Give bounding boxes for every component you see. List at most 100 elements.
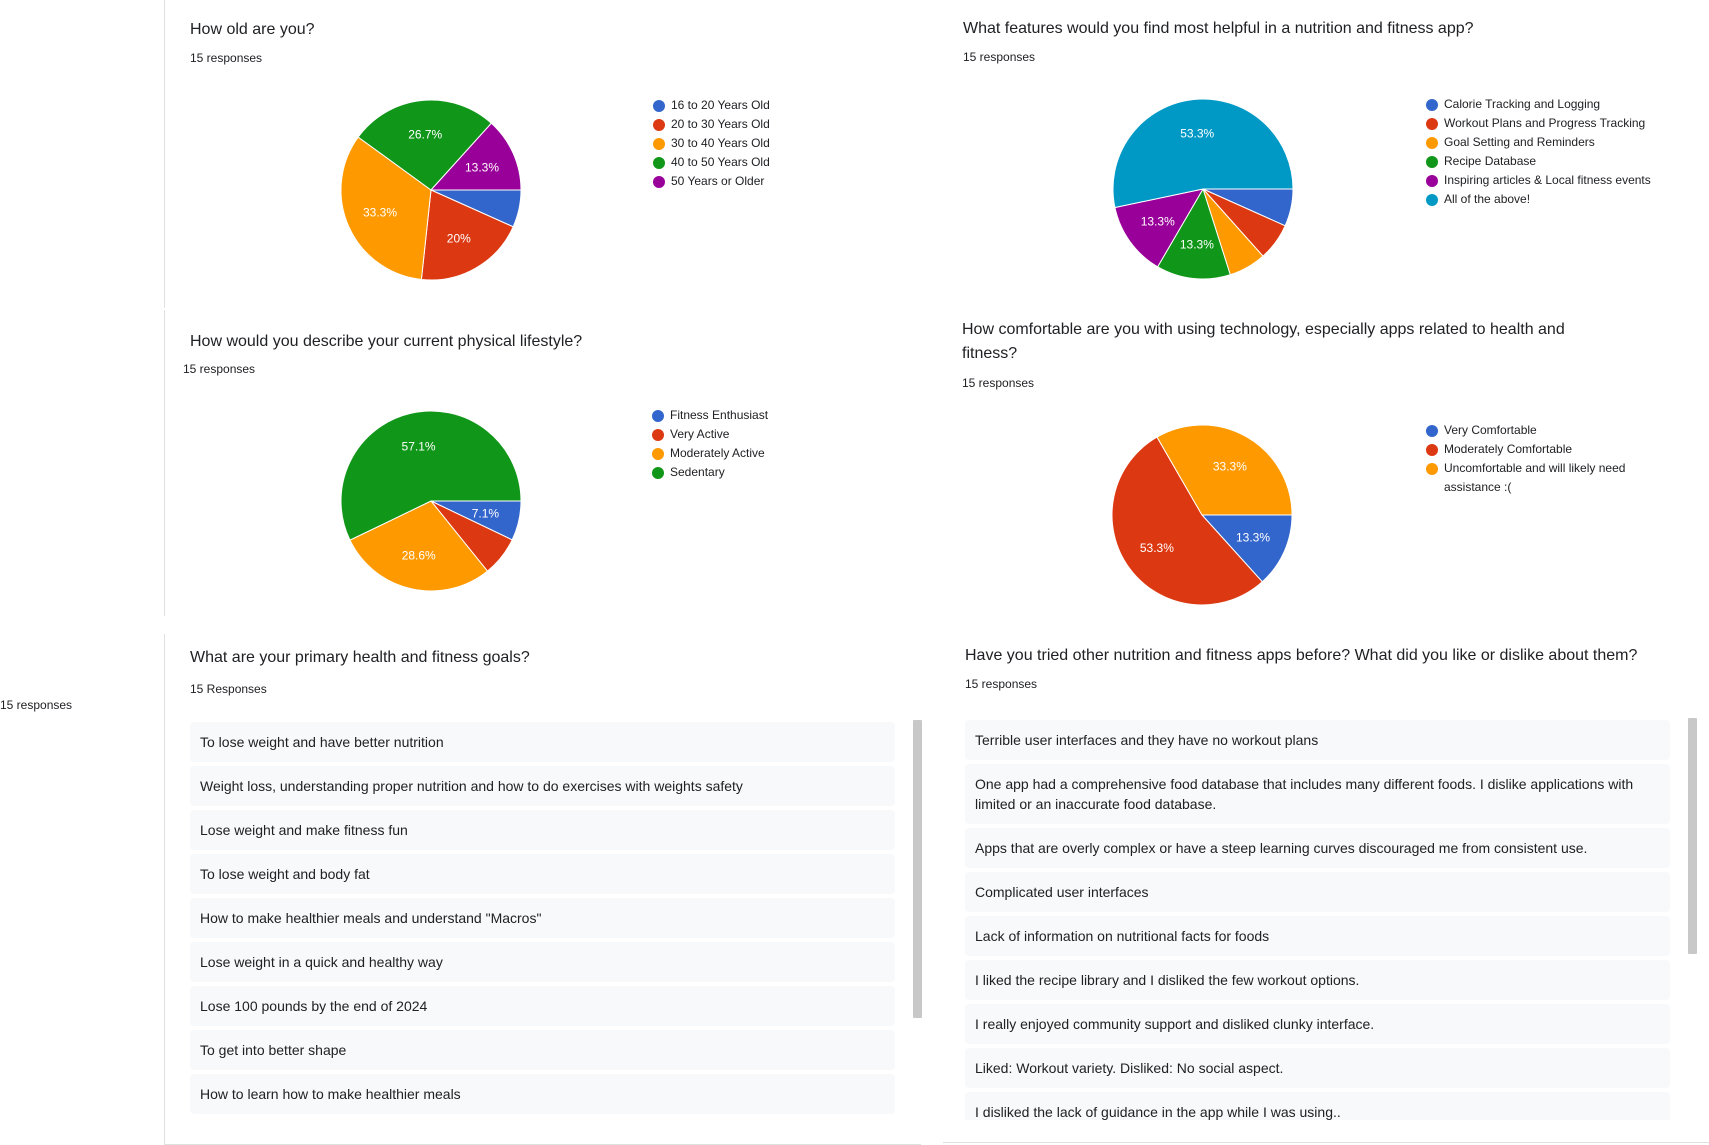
legend-label: 30 to 40 Years Old xyxy=(671,136,770,150)
response-row: Terrible user interfaces and they have n… xyxy=(965,720,1670,760)
pie-slice-label: 53.3% xyxy=(1180,126,1214,140)
legend-swatch xyxy=(1426,136,1438,149)
response-list[interactable]: Terrible user interfaces and they have n… xyxy=(965,720,1670,1120)
pie-slice-label: 28.6% xyxy=(402,548,436,562)
legend-swatch xyxy=(653,99,665,112)
legend-item: Moderately Comfortable xyxy=(1426,440,1656,459)
legend-item: Uncomfortable and will likely need assis… xyxy=(1426,459,1656,497)
legend-label: Inspiring articles & Local fitness event… xyxy=(1444,173,1651,187)
legend-item: 16 to 20 Years Old xyxy=(653,96,893,115)
stray-responses-label: 15 responses xyxy=(0,698,73,712)
question-title: How would you describe your current phys… xyxy=(190,333,583,350)
pie-slice-very-comfortable xyxy=(1200,514,1293,583)
legend-swatch xyxy=(653,137,665,150)
legend-swatch xyxy=(1426,462,1438,475)
legend-label: 50 Years or Older xyxy=(671,174,765,188)
legend-item: Sedentary xyxy=(652,463,892,482)
legend-swatch xyxy=(1426,117,1438,130)
legend-item: Calorie Tracking and Logging xyxy=(1426,95,1696,114)
legend-swatch xyxy=(1426,443,1438,456)
legend-label: Calorie Tracking and Logging xyxy=(1444,97,1601,111)
legend-label: Moderately Active xyxy=(670,446,765,460)
response-list[interactable]: To lose weight and have better nutrition… xyxy=(190,722,895,1132)
legend-item: Inspiring articles & Local fitness event… xyxy=(1426,171,1696,190)
chart-legend: Very Comfortable Moderately Comfortable Un… xyxy=(1426,421,1656,497)
legend-label: Very Comfortable xyxy=(1444,423,1537,437)
response-count: 15 responses xyxy=(965,677,1038,691)
legend-label: 20 to 30 Years Old xyxy=(671,117,770,131)
legend-item: All of the above! xyxy=(1426,190,1696,209)
response-row: To get into better shape xyxy=(190,1030,895,1070)
pie-slice-sedentary xyxy=(340,410,522,541)
pie-slice-label: 13.3% xyxy=(1180,237,1214,251)
response-row: I really enjoyed community support and d… xyxy=(965,1004,1670,1044)
legend-label: Recipe Database xyxy=(1444,154,1537,168)
response-row: Lack of information on nutritional facts… xyxy=(965,916,1670,956)
legend-swatch xyxy=(652,409,664,422)
legend-label: Very Active xyxy=(670,427,730,441)
pie-slice-20-to-30-years-old xyxy=(420,189,514,281)
legend-label: Workout Plans and Progress Tracking xyxy=(1444,116,1646,130)
legend-item: Very Comfortable xyxy=(1426,421,1656,440)
legend-item: 30 to 40 Years Old xyxy=(653,134,893,153)
legend-swatch xyxy=(1426,193,1438,206)
legend-label: Uncomfortable and will likely need assis… xyxy=(1444,461,1626,494)
pie-slice-label: 57.1% xyxy=(402,440,436,454)
legend-item: Workout Plans and Progress Tracking xyxy=(1426,114,1696,133)
legend-swatch xyxy=(653,156,665,169)
legend-label: 16 to 20 Years Old xyxy=(671,98,770,112)
card-age: How old are you? 15 responses 20% 33.3% 26… xyxy=(164,0,921,308)
response-count: 15 Responses xyxy=(190,682,267,696)
response-row: Lose weight in a quick and healthy way xyxy=(190,942,895,982)
pie-slice-label: 13.3% xyxy=(465,160,499,174)
pie-chart: 13.3% 13.3% 53.3% xyxy=(1112,98,1294,280)
chart-legend: Calorie Tracking and Logging Workout Plan… xyxy=(1426,95,1696,209)
question-title: What are your primary health and fitness… xyxy=(190,649,530,666)
pie-slice-recipe-database xyxy=(1156,187,1231,280)
scrollbar-thumb[interactable] xyxy=(913,720,922,1018)
pie-slice-50-years-or-older xyxy=(429,122,522,191)
legend-item: 20 to 30 Years Old xyxy=(653,115,893,134)
pie-slice-moderately-active xyxy=(349,500,489,592)
pie-slice-30-to-40-years-old xyxy=(340,136,432,281)
pie-slice-40-to-50-years-old xyxy=(357,99,493,191)
card-goals: What are your primary health and fitness… xyxy=(164,634,922,1145)
response-row: Lose weight and make fitness fun xyxy=(190,810,895,850)
scrollbar-thumb[interactable] xyxy=(1688,718,1697,954)
card-tech: How comfortable are you with using techn… xyxy=(938,310,1709,626)
legend-label: 40 to 50 Years Old xyxy=(671,155,770,169)
response-count: 15 responses xyxy=(190,51,263,65)
card-features: What features would you find most helpfu… xyxy=(938,0,1709,308)
legend-label: Fitness Enthusiast xyxy=(670,408,769,422)
chart-legend: 16 to 20 Years Old 20 to 30 Years Old 30 t… xyxy=(653,96,893,191)
response-row: To lose weight and body fat xyxy=(190,854,895,894)
response-row: Weight loss, understanding proper nutrit… xyxy=(190,766,895,806)
legend-item: 40 to 50 Years Old xyxy=(653,153,893,172)
pie-slice-label: 7.1% xyxy=(472,506,500,520)
pie-slice-uncomfortable-and-will-likely-need-assistance xyxy=(1156,424,1293,516)
legend-item: Moderately Active xyxy=(652,444,892,463)
response-row: Liked: Workout variety. Disliked: No soc… xyxy=(965,1048,1670,1088)
legend-swatch xyxy=(652,447,664,460)
pie-slice-label: 53.3% xyxy=(1140,541,1174,555)
response-row: I disliked the lack of guidance in the a… xyxy=(965,1092,1670,1120)
response-row: To lose weight and have better nutrition xyxy=(190,722,895,762)
pie-chart: 20% 33.3% 26.7% 13.3% xyxy=(340,99,522,281)
legend-swatch xyxy=(1426,155,1438,168)
pie-slice-label: 33.3% xyxy=(363,206,397,220)
question-title: How comfortable are you with using techn… xyxy=(962,321,1565,362)
response-row: I liked the recipe library and I dislike… xyxy=(965,960,1670,1000)
legend-label: Sedentary xyxy=(670,465,725,479)
pie-slice-inspiring-articles-local-fitness-events xyxy=(1114,188,1204,268)
legend-item: Goal Setting and Reminders xyxy=(1426,133,1696,152)
legend-swatch xyxy=(653,118,665,131)
legend-item: Fitness Enthusiast xyxy=(652,406,892,425)
response-row: Apps that are overly complex or have a s… xyxy=(965,828,1670,868)
legend-swatch xyxy=(653,175,665,188)
legend-swatch xyxy=(1426,424,1438,437)
pie-chart: 13.3% 53.3% 33.3% xyxy=(1111,424,1293,606)
legend-label: All of the above! xyxy=(1444,192,1531,206)
chart-legend: Fitness Enthusiast Very Active Moderately … xyxy=(652,406,892,482)
legend-item: Recipe Database xyxy=(1426,152,1696,171)
question-title: What features would you find most helpfu… xyxy=(963,20,1474,37)
